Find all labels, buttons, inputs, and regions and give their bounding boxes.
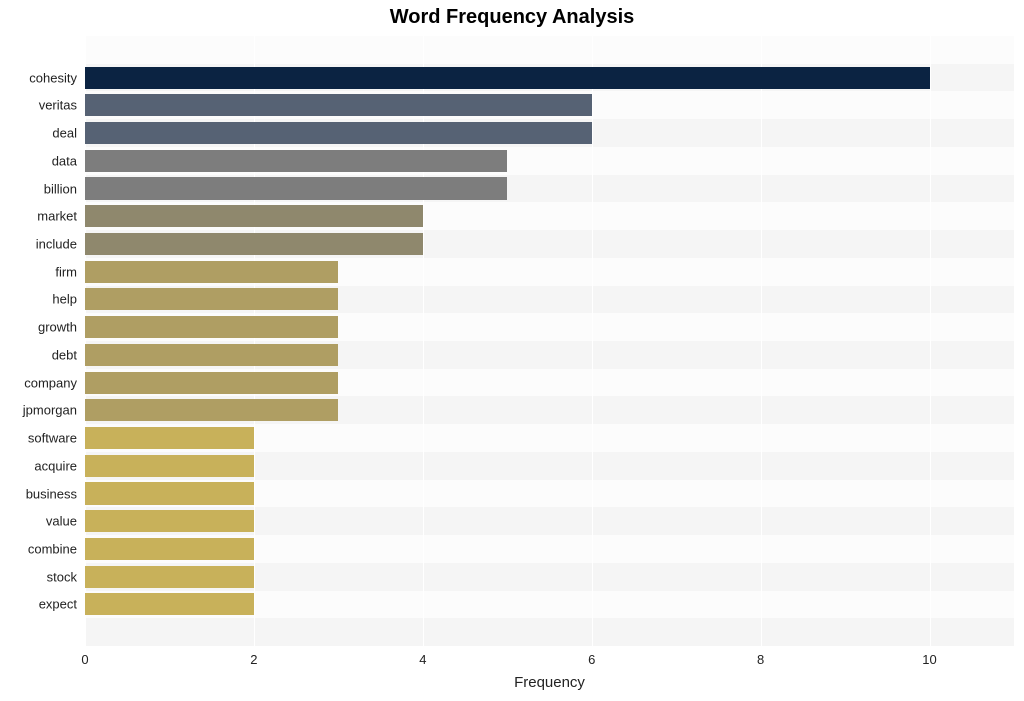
bar-row [85, 510, 1014, 532]
x-tick-label: 4 [419, 652, 426, 667]
y-tick-label: include [36, 236, 77, 251]
word-frequency-chart: Word Frequency Analysis Frequency cohesi… [0, 0, 1024, 701]
bar [85, 566, 254, 588]
bar [85, 399, 338, 421]
bar-row [85, 593, 1014, 615]
bar-row [85, 122, 1014, 144]
bar-row [85, 427, 1014, 449]
bar [85, 150, 507, 172]
bar-row [85, 94, 1014, 116]
bar [85, 427, 254, 449]
y-tick-label: acquire [34, 458, 77, 473]
bar [85, 177, 507, 199]
bar-row [85, 205, 1014, 227]
bar-row [85, 288, 1014, 310]
chart-title: Word Frequency Analysis [0, 6, 1024, 29]
x-tick-label: 2 [250, 652, 257, 667]
y-tick-label: expect [39, 597, 77, 612]
y-tick-label: firm [55, 264, 77, 279]
y-tick-label: value [46, 514, 77, 529]
bar-row [85, 482, 1014, 504]
y-tick-label: growth [38, 320, 77, 335]
y-tick-label: company [24, 375, 77, 390]
bar-row [85, 67, 1014, 89]
bar-row [85, 316, 1014, 338]
bar-row [85, 566, 1014, 588]
bar [85, 67, 930, 89]
bar-row [85, 177, 1014, 199]
x-tick-label: 10 [922, 652, 936, 667]
bar-row [85, 150, 1014, 172]
bar [85, 538, 254, 560]
y-tick-label: data [52, 153, 77, 168]
bar-row [85, 538, 1014, 560]
x-axis-title: Frequency [85, 674, 1014, 691]
y-tick-label: deal [52, 126, 77, 141]
y-tick-label: combine [28, 541, 77, 556]
plot-area [85, 36, 1014, 646]
bar-row [85, 399, 1014, 421]
bar [85, 233, 423, 255]
bar [85, 288, 338, 310]
bar [85, 510, 254, 532]
bar [85, 205, 423, 227]
y-tick-label: billion [44, 181, 77, 196]
bar [85, 455, 254, 477]
bar-row [85, 372, 1014, 394]
bar [85, 94, 592, 116]
bar [85, 482, 254, 504]
bar [85, 344, 338, 366]
bar-row [85, 233, 1014, 255]
bar [85, 593, 254, 615]
y-tick-label: help [52, 292, 77, 307]
bar [85, 316, 338, 338]
bar-row [85, 344, 1014, 366]
bar [85, 261, 338, 283]
y-tick-label: business [26, 486, 77, 501]
bar [85, 372, 338, 394]
y-tick-label: software [28, 431, 77, 446]
x-tick-label: 0 [81, 652, 88, 667]
y-tick-label: market [37, 209, 77, 224]
bar-row [85, 261, 1014, 283]
y-tick-label: debt [52, 347, 77, 362]
bar [85, 122, 592, 144]
y-tick-label: jpmorgan [23, 403, 77, 418]
x-tick-label: 6 [588, 652, 595, 667]
bar-row [85, 455, 1014, 477]
plot-row-band [85, 618, 1014, 646]
y-tick-label: stock [47, 569, 77, 584]
y-tick-label: veritas [39, 98, 77, 113]
y-tick-label: cohesity [29, 70, 77, 85]
plot-row-band [85, 36, 1014, 64]
x-tick-label: 8 [757, 652, 764, 667]
